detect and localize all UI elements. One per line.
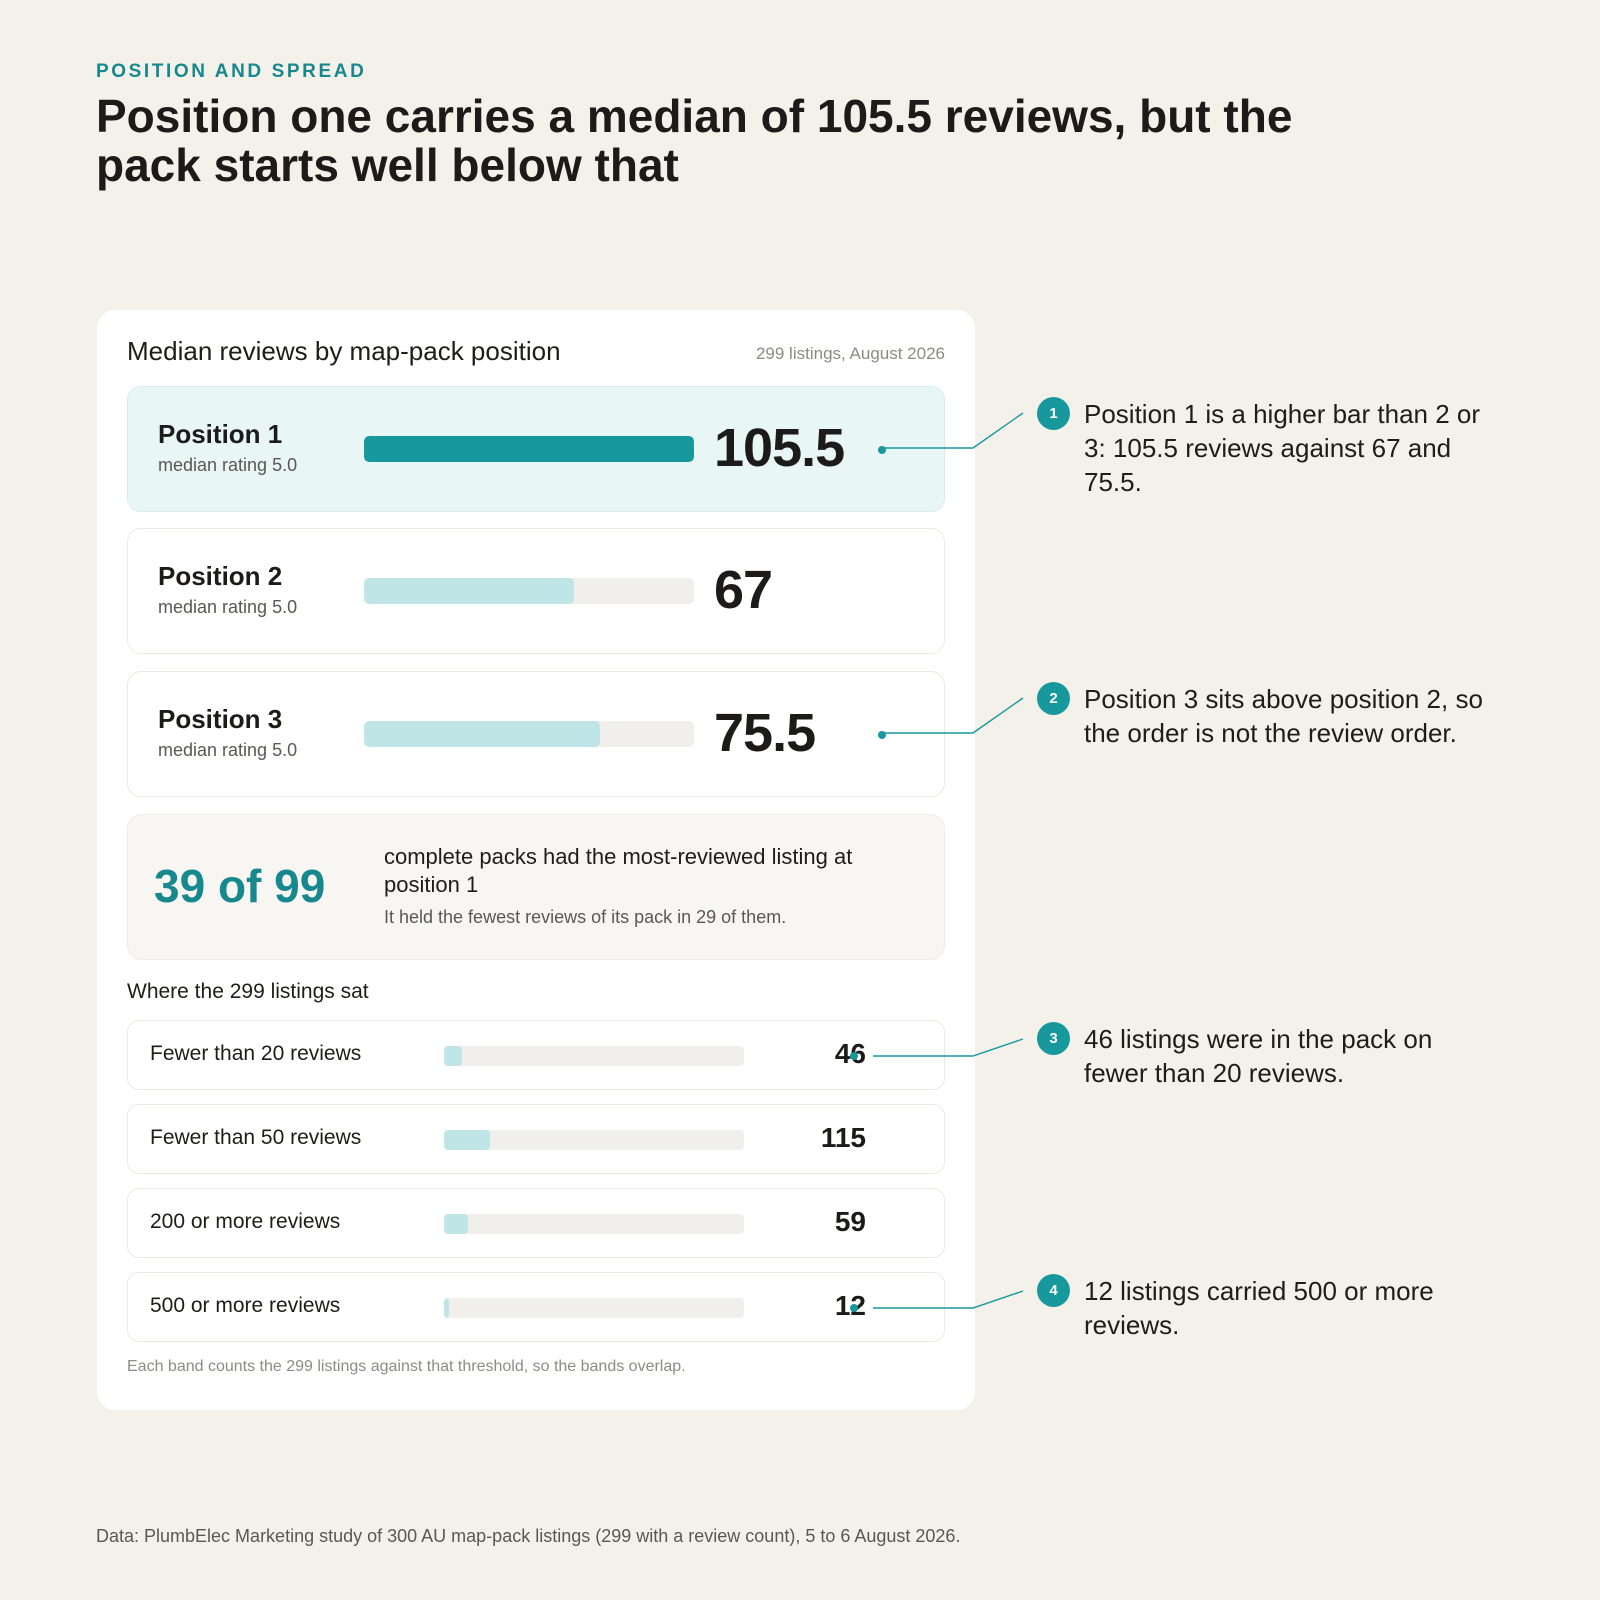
eyebrow-label: POSITION AND SPREAD [96, 61, 367, 82]
band-track [444, 1046, 744, 1066]
chart-title: Median reviews by map-pack position [127, 336, 561, 366]
band-label: 500 or more reviews [150, 1294, 341, 1317]
callout-text-1: Position 1 is a higher bar than 2 or 3: … [1084, 399, 1481, 497]
band-fill [444, 1298, 449, 1318]
stat-value: 39 of 99 [154, 860, 326, 912]
bar-track [364, 436, 694, 462]
leader-line-1 [885, 412, 1024, 449]
leader-line-3 [873, 1038, 1024, 1057]
position-label: Position 2 [158, 561, 283, 591]
stat-description: complete packs had the most-reviewed lis… [384, 844, 853, 897]
callout-badge-1: 1 [1037, 397, 1070, 430]
band-row-under-50: Fewer than 50 reviews 115 [127, 1104, 945, 1174]
bands-title: Where the 299 listings sat [127, 980, 369, 1003]
bar-fill [364, 578, 574, 604]
bar-track [364, 578, 694, 604]
stat-note: It held the fewest reviews of its pack i… [384, 907, 787, 927]
callout-text-2: Position 3 sits above position 2, so the… [1084, 684, 1483, 748]
chart-meta: 299 listings, August 2026 [755, 344, 945, 363]
bar-value-label: 105.5 [714, 418, 845, 478]
position-row-1: Position 1 median rating 5.0 105.5 [127, 386, 945, 512]
bar-fill [364, 436, 694, 462]
bar-fill [364, 721, 601, 747]
band-label: 200 or more reviews [150, 1210, 341, 1233]
callout-badge-3: 3 [1037, 1022, 1070, 1055]
bar-value-label: 75.5 [714, 703, 816, 763]
band-track [444, 1130, 744, 1150]
callout-badge-2: 2 [1037, 682, 1070, 715]
band-label: Fewer than 20 reviews [150, 1042, 362, 1065]
bar-value-label: 67 [714, 560, 773, 620]
position-rating: median rating 5.0 [158, 740, 298, 760]
callout-anchor-dot [850, 1304, 858, 1312]
callout-text-3: 46 listings were in the pack on fewer th… [1084, 1024, 1433, 1088]
band-fill [444, 1130, 490, 1150]
source-footer: Data: PlumbElec Marketing study of 300 A… [96, 1526, 961, 1546]
position-rating: median rating 5.0 [158, 455, 298, 475]
position-rating: median rating 5.0 [158, 597, 298, 617]
leader-line-2 [885, 697, 1024, 734]
callout-anchor-dot [878, 446, 886, 454]
band-row-200-plus: 200 or more reviews 59 [127, 1188, 945, 1258]
band-row-500-plus: 500 or more reviews 12 [127, 1272, 945, 1342]
position-label: Position 1 [158, 419, 283, 449]
callout-text-4: 12 listings carried 500 or more reviews. [1084, 1276, 1434, 1340]
callout-badge-4: 4 [1037, 1274, 1070, 1307]
band-track [444, 1298, 744, 1318]
band-fill [444, 1214, 468, 1234]
chart-footnote: Each band counts the 299 listings agains… [127, 1358, 686, 1375]
bar-track [364, 721, 694, 747]
band-track [444, 1214, 744, 1234]
page-title: Position one carries a median of 105.5 r… [96, 90, 1293, 191]
band-row-under-20: Fewer than 20 reviews 46 [127, 1020, 945, 1090]
leader-line-4 [873, 1290, 1024, 1309]
position-row-2: Position 2 median rating 5.0 67 [127, 528, 945, 654]
callout-anchor-dot [878, 731, 886, 739]
band-label: Fewer than 50 reviews [150, 1126, 362, 1149]
position-row-3: Position 3 median rating 5.0 75.5 [127, 671, 945, 797]
position-label: Position 3 [158, 704, 283, 734]
band-value-label: 115 [820, 1122, 866, 1153]
stat-highlight: 39 of 99 complete packs had the most-rev… [127, 814, 945, 960]
callout-anchor-dot [850, 1052, 858, 1060]
band-fill [444, 1046, 463, 1066]
band-value-label: 59 [834, 1206, 866, 1237]
chart-card: Median reviews by map-pack position 299 … [97, 310, 975, 1410]
